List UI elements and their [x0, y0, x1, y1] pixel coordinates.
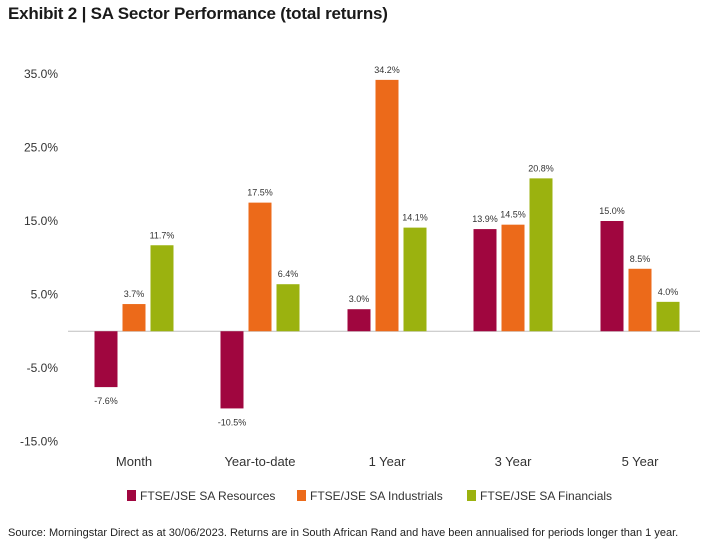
data-label: -10.5%	[218, 417, 247, 427]
bars-group	[94, 79, 680, 409]
data-label: 14.5%	[500, 210, 526, 220]
x-category-label: 5 Year	[622, 454, 660, 469]
y-axis: 35.0% 25.0% 15.0% 5.0% -5.0% -15.0%	[20, 67, 58, 449]
y-tick-label: 35.0%	[24, 67, 58, 81]
bar-financials	[529, 178, 553, 332]
data-labels-group: -7.6% 3.7% 11.7% -10.5% 17.5% 6.4% 3.0% 34.2% 14…	[94, 65, 678, 428]
source-footnote: Source: Morningstar Direct as at 30/06/2…	[8, 527, 679, 539]
legend-swatch-resources	[127, 490, 136, 501]
bar-industrials	[248, 202, 272, 332]
bar-industrials	[628, 268, 652, 332]
data-label: 3.7%	[124, 289, 145, 299]
data-label: -7.6%	[94, 396, 118, 406]
legend-swatch-financials	[467, 490, 476, 501]
bar-financials	[276, 284, 300, 332]
x-category-label: 1 Year	[369, 454, 407, 469]
legend: FTSE/JSE SA Resources FTSE/JSE SA Industr…	[127, 489, 612, 503]
x-category-label: 3 Year	[495, 454, 533, 469]
bar-industrials	[501, 224, 525, 332]
legend-label-resources: FTSE/JSE SA Resources	[140, 489, 275, 503]
y-tick-label: -15.0%	[20, 435, 58, 449]
data-label: 11.7%	[150, 230, 175, 240]
bar-resources	[600, 221, 624, 332]
bar-financials	[150, 245, 174, 332]
data-label: 14.1%	[402, 213, 428, 223]
data-label: 13.9%	[472, 214, 498, 224]
data-label: 34.2%	[374, 65, 400, 75]
y-tick-label: 25.0%	[24, 141, 58, 155]
y-tick-label: -5.0%	[27, 361, 59, 375]
y-tick-label: 5.0%	[31, 288, 59, 302]
chart-title: Exhibit 2 | SA Sector Performance (total…	[8, 4, 388, 23]
data-label: 17.5%	[247, 188, 273, 198]
bar-resources	[473, 229, 497, 332]
legend-swatch-industrials	[297, 490, 306, 501]
bar-financials	[656, 301, 680, 332]
bar-resources	[94, 331, 118, 388]
y-tick-label: 15.0%	[24, 214, 58, 228]
bar-financials	[403, 227, 427, 332]
data-label: 4.0%	[658, 287, 679, 297]
data-label: 6.4%	[278, 269, 299, 279]
x-category-label: Year-to-date	[224, 454, 295, 469]
x-axis: Month Year-to-date 1 Year 3 Year 5 Year	[116, 454, 659, 469]
bar-industrials	[122, 304, 146, 332]
data-label: 8.5%	[630, 254, 651, 264]
data-label: 15.0%	[599, 206, 625, 216]
legend-label-financials: FTSE/JSE SA Financials	[480, 489, 612, 503]
bar-chart: 35.0% 25.0% 15.0% 5.0% -5.0% -15.0% -7.6% 3.7%…	[20, 65, 700, 503]
legend-label-industrials: FTSE/JSE SA Industrials	[310, 489, 443, 503]
bar-industrials	[375, 79, 399, 332]
x-category-label: Month	[116, 454, 152, 469]
data-label: 20.8%	[528, 163, 554, 173]
bar-resources	[347, 309, 371, 332]
bar-resources	[220, 331, 244, 409]
data-label: 3.0%	[349, 294, 370, 304]
